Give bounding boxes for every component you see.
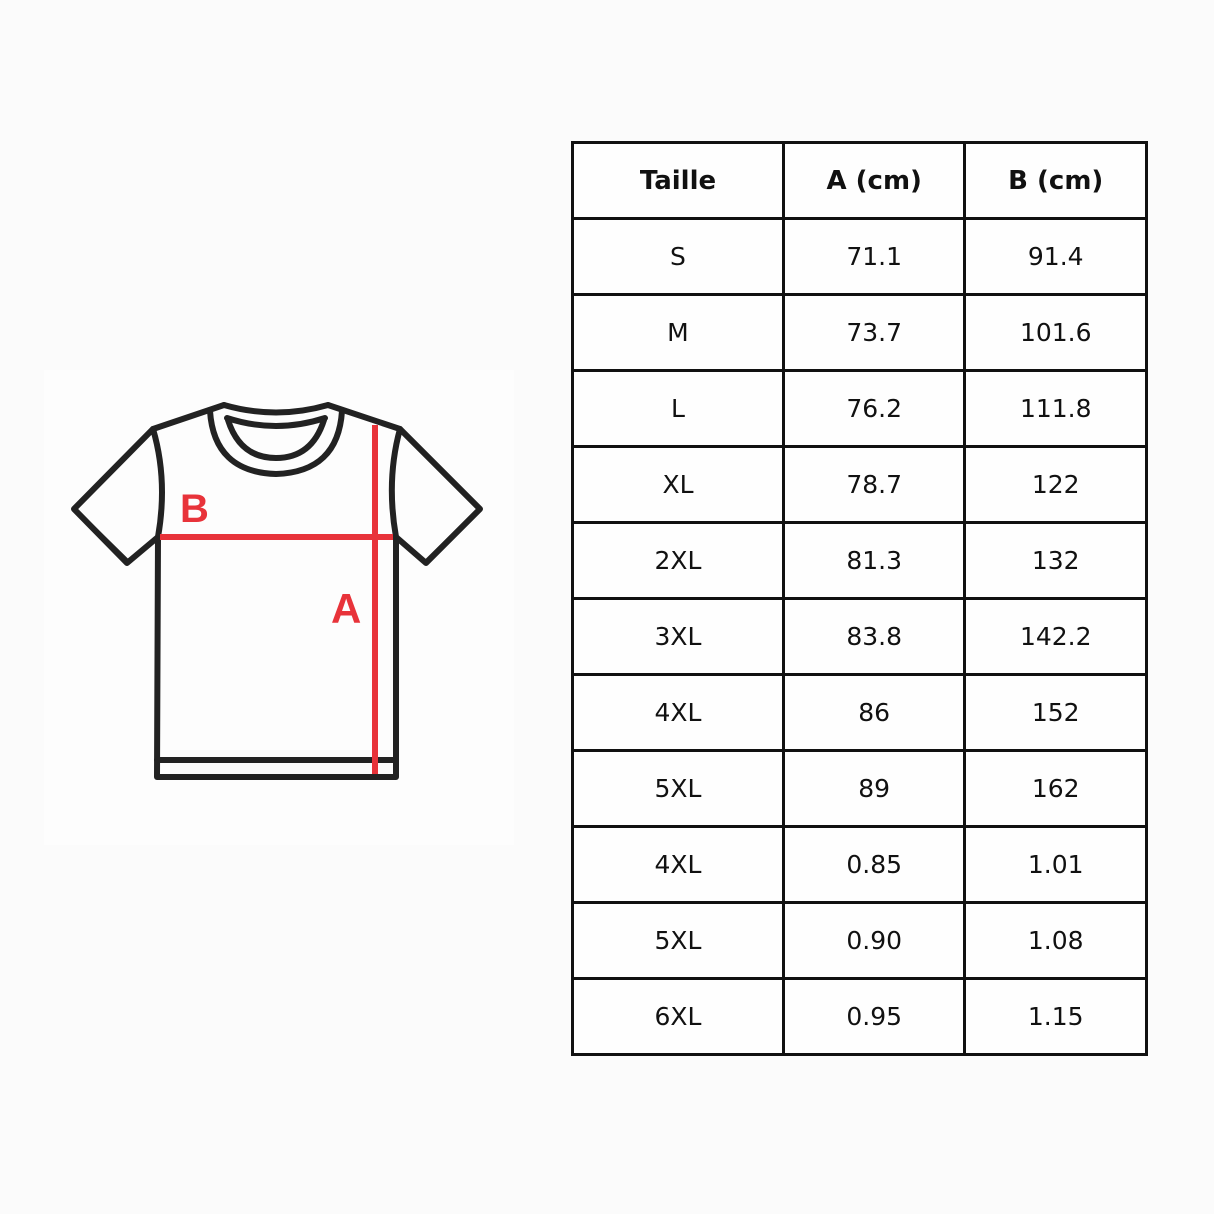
b-cell: 1.08 bbox=[963, 901, 1148, 980]
table-row: 5XL 89 162 bbox=[571, 749, 1148, 828]
a-cell: 86 bbox=[781, 673, 967, 752]
size-cell: 4XL bbox=[571, 673, 785, 752]
size-cell: 5XL bbox=[571, 901, 785, 980]
b-cell: 1.01 bbox=[963, 825, 1148, 904]
size-cell: 3XL bbox=[571, 597, 785, 676]
header-a: A (cm) bbox=[781, 141, 967, 220]
a-cell: 81.3 bbox=[781, 521, 967, 600]
label-a: A bbox=[331, 585, 361, 632]
b-cell: 91.4 bbox=[963, 217, 1148, 296]
table-header-row: Taille A (cm) B (cm) bbox=[571, 141, 1148, 220]
size-cell: 6XL bbox=[571, 977, 785, 1056]
table-row: M 73.7 101.6 bbox=[571, 293, 1148, 372]
table-row: 5XL 0.90 1.08 bbox=[571, 901, 1148, 980]
a-cell: 83.8 bbox=[781, 597, 967, 676]
b-cell: 122 bbox=[963, 445, 1148, 524]
a-cell: 89 bbox=[781, 749, 967, 828]
size-cell: L bbox=[571, 369, 785, 448]
a-cell: 78.7 bbox=[781, 445, 967, 524]
b-cell: 132 bbox=[963, 521, 1148, 600]
b-cell: 152 bbox=[963, 673, 1148, 752]
size-cell: 2XL bbox=[571, 521, 785, 600]
table-row: 6XL 0.95 1.15 bbox=[571, 977, 1148, 1056]
label-b: B bbox=[180, 487, 209, 531]
size-cell: S bbox=[571, 217, 785, 296]
a-cell: 71.1 bbox=[781, 217, 967, 296]
b-cell: 101.6 bbox=[963, 293, 1148, 372]
table-row: 4XL 0.85 1.01 bbox=[571, 825, 1148, 904]
a-cell: 76.2 bbox=[781, 369, 967, 448]
b-cell: 162 bbox=[963, 749, 1148, 828]
size-cell: XL bbox=[571, 445, 785, 524]
tshirt-outline-icon bbox=[71, 402, 483, 780]
tshirt-diagram-panel bbox=[44, 370, 514, 845]
size-cell: M bbox=[571, 293, 785, 372]
size-cell: 5XL bbox=[571, 749, 785, 828]
table-row: 2XL 81.3 132 bbox=[571, 521, 1148, 600]
table-row: L 76.2 111.8 bbox=[571, 369, 1148, 448]
a-cell: 0.85 bbox=[781, 825, 967, 904]
a-cell: 0.95 bbox=[781, 977, 967, 1056]
a-cell: 73.7 bbox=[781, 293, 967, 372]
table-row: S 71.1 91.4 bbox=[571, 217, 1148, 296]
size-cell: 4XL bbox=[571, 825, 785, 904]
b-cell: 142.2 bbox=[963, 597, 1148, 676]
b-cell: 1.15 bbox=[963, 977, 1148, 1056]
a-cell: 0.90 bbox=[781, 901, 967, 980]
table-row: 3XL 83.8 142.2 bbox=[571, 597, 1148, 676]
table-row: 4XL 86 152 bbox=[571, 673, 1148, 752]
header-b: B (cm) bbox=[963, 141, 1148, 220]
table-row: XL 78.7 122 bbox=[571, 445, 1148, 524]
b-cell: 111.8 bbox=[963, 369, 1148, 448]
header-size: Taille bbox=[571, 141, 785, 220]
size-chart-table: Taille A (cm) B (cm) S 71.1 91.4 M 73.7 101.6… bbox=[571, 141, 1148, 1056]
